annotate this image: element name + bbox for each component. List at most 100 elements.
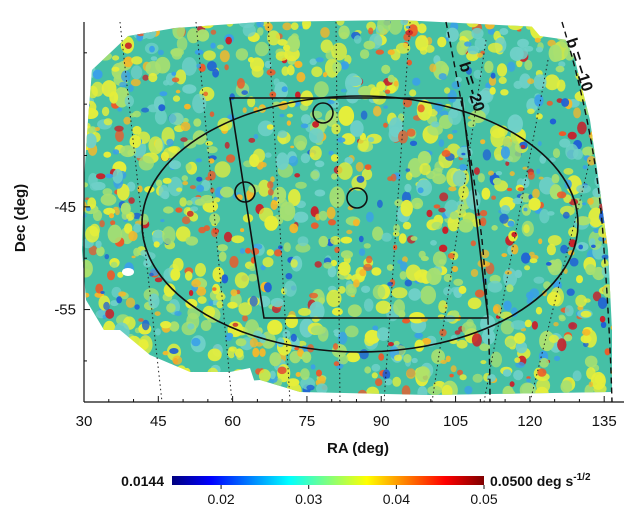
- colorbar-ticks: 0.02 0.03 0.04 0.05: [207, 485, 497, 507]
- map-blob: [398, 130, 408, 143]
- map-blob: [400, 261, 407, 271]
- map-blob: [131, 56, 142, 64]
- map-blob: [364, 41, 376, 50]
- map-blob: [172, 50, 183, 60]
- map-blob: [103, 152, 111, 158]
- map-blob: [392, 287, 408, 298]
- map-blob: [480, 360, 486, 364]
- map-blob: [327, 100, 334, 104]
- map-blob: [159, 185, 169, 199]
- map-blob: [394, 355, 402, 361]
- map-blob: [603, 286, 616, 298]
- map-blob: [376, 50, 384, 55]
- map-blob: [438, 208, 445, 213]
- map-blob: [601, 166, 605, 172]
- map-blob: [271, 200, 278, 210]
- map-blob: [254, 134, 259, 139]
- map-blob: [341, 250, 353, 258]
- map-blob: [333, 343, 338, 350]
- map-blob: [561, 380, 573, 393]
- map-blob: [95, 127, 100, 131]
- map-blob: [316, 57, 324, 62]
- map-blob: [503, 386, 514, 399]
- map-blob: [536, 47, 543, 53]
- map-blob: [473, 374, 483, 383]
- map-blob: [88, 86, 98, 99]
- map-blob: [286, 273, 293, 279]
- map-blob: [240, 228, 244, 232]
- map-blob: [377, 16, 391, 34]
- map-blob: [80, 293, 86, 298]
- map-blob: [478, 173, 485, 182]
- x-tick-label: 30: [76, 413, 93, 430]
- map-blob: [407, 129, 416, 137]
- map-blob: [278, 367, 287, 374]
- map-blob: [87, 38, 102, 52]
- map-blob: [284, 242, 291, 252]
- map-blob: [491, 225, 497, 231]
- map-blob: [109, 91, 118, 103]
- map-blob: [107, 270, 115, 280]
- map-blob: [331, 43, 347, 61]
- map-blob: [575, 23, 585, 37]
- map-blob: [300, 368, 310, 380]
- map-blob: [513, 370, 523, 380]
- map-blob: [402, 385, 411, 397]
- map-blob: [160, 321, 171, 328]
- map-blob: [453, 170, 467, 186]
- map-blob: [226, 333, 233, 339]
- map-blob: [385, 90, 390, 94]
- map-blob: [410, 141, 417, 146]
- map-blob: [102, 107, 109, 116]
- map-blob: [142, 320, 150, 331]
- map-blob: [521, 253, 530, 264]
- map-blob: [527, 109, 535, 115]
- map-blob: [236, 338, 247, 346]
- map-blob: [211, 30, 217, 35]
- map-blob: [81, 182, 88, 187]
- map-blob: [496, 171, 502, 175]
- map-blob: [316, 370, 322, 377]
- map-blob: [172, 22, 185, 39]
- map-blob: [510, 171, 515, 176]
- colorbar-max-exponent: -1/2: [573, 472, 591, 483]
- map-blob: [459, 164, 467, 171]
- map-blob: [597, 53, 602, 59]
- map-blob: [561, 98, 569, 107]
- map-blob: [83, 108, 99, 119]
- map-blob: [330, 236, 341, 245]
- map-blob: [131, 65, 142, 79]
- map-blob: [557, 338, 566, 351]
- map-blob: [468, 298, 482, 310]
- map-blob: [432, 222, 443, 230]
- map-blob: [151, 56, 158, 61]
- map-blob: [269, 352, 281, 366]
- map-blob: [154, 241, 160, 247]
- map-blob: [506, 339, 516, 348]
- map-blob: [549, 45, 562, 62]
- map-blob: [274, 249, 282, 256]
- map-blob: [573, 107, 581, 118]
- map-blob: [377, 327, 390, 341]
- colorbar-gradient: [172, 476, 484, 485]
- map-blob: [278, 130, 288, 138]
- map-blob: [298, 236, 309, 246]
- map-blob: [315, 190, 326, 197]
- map-blob: [523, 224, 529, 233]
- map-blob: [332, 308, 343, 316]
- y-tick-label: -55: [54, 302, 76, 319]
- map-blob: [171, 72, 176, 76]
- map-blob: [601, 57, 615, 66]
- map-blob: [100, 291, 104, 294]
- map-blob: [163, 351, 169, 355]
- map-blob: [92, 182, 106, 191]
- map-blob: [283, 45, 290, 52]
- map-blob: [490, 128, 505, 147]
- map-blob: [526, 378, 530, 383]
- map-blob: [259, 369, 271, 382]
- map-blob: [403, 354, 411, 363]
- map-blob: [599, 131, 606, 136]
- map-blob: [309, 146, 321, 161]
- map-blob: [268, 189, 274, 196]
- map-blob: [499, 28, 508, 35]
